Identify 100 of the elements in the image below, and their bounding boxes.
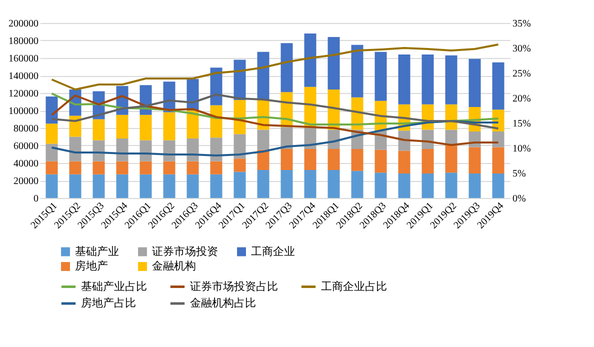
bar bbox=[422, 149, 434, 174]
bar bbox=[186, 110, 199, 138]
bar bbox=[234, 134, 246, 159]
legend-label: 房地产 bbox=[75, 260, 108, 272]
bar bbox=[398, 174, 410, 198]
y-tick-label: 60000 bbox=[14, 141, 38, 152]
y-tick-label: 80000 bbox=[14, 124, 38, 134]
legend-label: 证券市场投资 bbox=[152, 244, 218, 258]
bar bbox=[140, 174, 152, 198]
bar bbox=[374, 172, 387, 198]
bar bbox=[210, 174, 222, 198]
y2-tick-label: 25% bbox=[512, 68, 531, 80]
bar bbox=[328, 37, 340, 90]
bar bbox=[69, 174, 82, 198]
bar bbox=[46, 124, 58, 144]
legend-label: 基础产业占比 bbox=[81, 280, 147, 293]
bar bbox=[46, 96, 58, 124]
line-series bbox=[50, 44, 500, 90]
line-series bbox=[50, 94, 500, 146]
bar bbox=[374, 150, 387, 173]
legend-label: 证券市场投资占比 bbox=[190, 280, 278, 293]
bar bbox=[304, 170, 316, 198]
bar bbox=[374, 52, 387, 101]
bar bbox=[422, 54, 434, 104]
bar bbox=[92, 119, 105, 140]
bar bbox=[46, 174, 58, 198]
bar bbox=[163, 161, 176, 174]
y2-tick-label: 30% bbox=[512, 44, 531, 54]
bar bbox=[257, 52, 270, 100]
bar bbox=[140, 161, 152, 174]
y2-tick-label: 35% bbox=[512, 18, 531, 30]
bar bbox=[445, 55, 458, 104]
bar bbox=[46, 161, 58, 174]
bar bbox=[234, 158, 246, 172]
bar bbox=[116, 161, 128, 174]
bar bbox=[492, 132, 504, 148]
bar bbox=[351, 149, 364, 171]
y-tick-label: 20000 bbox=[14, 176, 38, 187]
y-tick-label: 160000 bbox=[8, 54, 38, 64]
bar bbox=[140, 114, 152, 140]
y2-tick-label: 0% bbox=[512, 194, 526, 204]
legend-label: 工商企业占比 bbox=[321, 280, 387, 293]
bar bbox=[186, 161, 199, 174]
legend-label: 金融机构 bbox=[152, 260, 196, 272]
bar bbox=[140, 140, 152, 162]
bar bbox=[210, 161, 222, 174]
legend-label: 工商企业 bbox=[251, 244, 295, 258]
y-tick-label: 180000 bbox=[8, 36, 38, 47]
bar bbox=[92, 161, 105, 174]
y-tick-label: 40000 bbox=[14, 158, 38, 170]
y-tick-label: 200000 bbox=[8, 18, 38, 30]
y2-tick-label: 5% bbox=[512, 168, 526, 180]
bar bbox=[116, 174, 128, 198]
bar bbox=[280, 43, 293, 92]
bar bbox=[163, 112, 176, 140]
bar bbox=[257, 170, 270, 198]
bar bbox=[422, 174, 434, 198]
y2-tick-label: 15% bbox=[512, 118, 531, 130]
bar bbox=[280, 170, 293, 198]
y-tick-label: 0 bbox=[34, 194, 38, 204]
y2-tick-label: 20% bbox=[512, 94, 531, 104]
bar bbox=[398, 150, 410, 174]
bar bbox=[304, 34, 316, 87]
bar bbox=[445, 172, 458, 198]
bar bbox=[304, 128, 316, 149]
bar bbox=[46, 144, 58, 162]
bar bbox=[280, 149, 293, 170]
bar bbox=[492, 62, 504, 110]
bar bbox=[351, 44, 364, 98]
y2-tick-label: 10% bbox=[512, 144, 531, 154]
bar bbox=[92, 174, 105, 198]
bar bbox=[234, 172, 246, 198]
bar bbox=[92, 140, 105, 162]
bar bbox=[257, 130, 270, 150]
bar bbox=[445, 146, 458, 173]
y-tick-label: 100000 bbox=[8, 106, 38, 117]
y-tick-label: 120000 bbox=[8, 88, 38, 100]
bar bbox=[210, 138, 222, 162]
legend-label: 基础产业 bbox=[75, 244, 119, 258]
bar bbox=[328, 170, 340, 198]
bar bbox=[163, 174, 176, 198]
bar bbox=[163, 140, 176, 162]
y-tick-label: 140000 bbox=[8, 71, 38, 82]
legend-label: 房地产占比 bbox=[81, 296, 136, 310]
bar bbox=[257, 150, 270, 170]
line-series bbox=[50, 120, 500, 156]
bar bbox=[492, 147, 504, 174]
bar bbox=[468, 147, 481, 174]
bar bbox=[186, 138, 199, 162]
bar bbox=[492, 174, 504, 198]
bar bbox=[69, 161, 82, 174]
bar bbox=[328, 149, 340, 170]
bar bbox=[445, 104, 458, 130]
bar bbox=[116, 138, 128, 162]
bar bbox=[280, 127, 293, 149]
bar bbox=[468, 58, 481, 107]
legend-label: 金融机构占比 bbox=[190, 296, 256, 310]
bar bbox=[398, 54, 410, 104]
bar bbox=[351, 170, 364, 198]
bar bbox=[304, 149, 316, 170]
